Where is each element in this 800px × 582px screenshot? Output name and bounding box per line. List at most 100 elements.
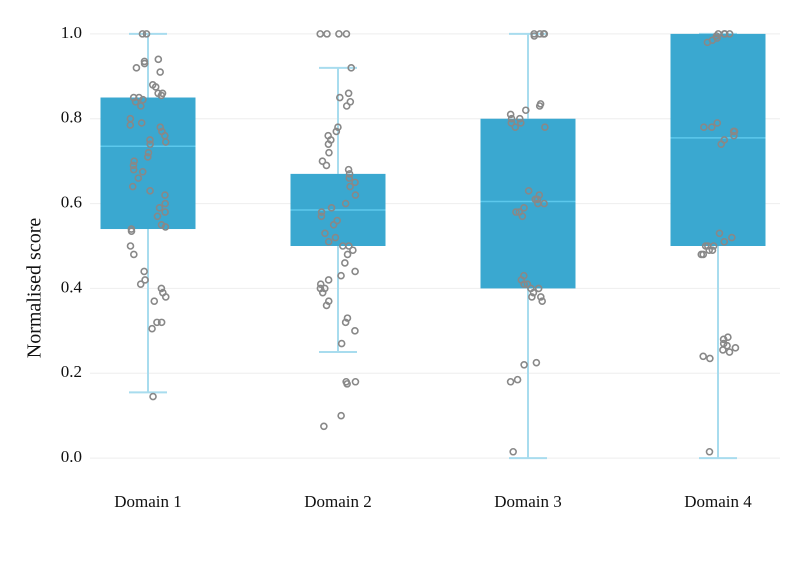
data-point (138, 167, 147, 176)
x-tick-label: Domain 1 (114, 492, 182, 511)
data-point (343, 314, 352, 322)
data-point (345, 174, 354, 182)
data-point (538, 297, 546, 305)
data-point (528, 293, 536, 301)
data-point (518, 212, 527, 221)
data-point (137, 102, 145, 110)
data-point (154, 55, 163, 64)
data-point (130, 157, 138, 165)
data-point (342, 377, 350, 386)
data-point (149, 392, 157, 401)
data-point (129, 165, 138, 174)
data-point (524, 187, 533, 195)
data-point (700, 123, 708, 132)
data-point (521, 106, 530, 115)
data-point (506, 110, 515, 119)
data-point (130, 250, 138, 259)
data-point (136, 280, 145, 288)
data-point (717, 140, 726, 148)
data-point (728, 233, 736, 242)
data-point (324, 140, 333, 148)
data-point (351, 178, 359, 187)
data-point (520, 360, 528, 369)
data-point (713, 119, 722, 127)
data-point (520, 204, 528, 212)
data-point (322, 161, 331, 170)
y-tick-label: 0.4 (61, 277, 83, 296)
data-point (709, 242, 718, 250)
y-tick-label: 0.0 (61, 447, 82, 466)
data-point (342, 102, 351, 110)
data-point (512, 208, 520, 216)
y-tick-label: 1.0 (61, 23, 82, 42)
data-point (321, 229, 329, 238)
data-point (345, 170, 354, 178)
data-point (144, 153, 152, 161)
data-point (706, 354, 714, 363)
data-point (140, 267, 148, 276)
data-point (337, 411, 345, 420)
y-tick-label: 0.8 (61, 108, 82, 127)
data-point (156, 68, 164, 76)
data-point (336, 93, 344, 102)
data-point (725, 348, 734, 356)
data-point (325, 148, 333, 157)
data-point (316, 30, 325, 38)
data-point (507, 114, 516, 123)
data-point (509, 447, 517, 456)
data-point (535, 191, 544, 199)
x-tick-label: Domain 4 (684, 492, 752, 511)
data-point (337, 339, 346, 348)
data-point (142, 30, 151, 38)
data-point (341, 259, 349, 267)
data-point (341, 318, 350, 327)
data-point (131, 97, 140, 106)
data-point (146, 187, 154, 195)
box (100, 97, 196, 230)
data-point (161, 208, 169, 216)
data-point (151, 83, 160, 91)
data-point (515, 114, 524, 123)
data-point (697, 250, 706, 259)
data-point (729, 127, 738, 136)
data-point (134, 174, 143, 182)
data-point (703, 38, 712, 47)
data-point (730, 131, 738, 140)
data-point (535, 102, 544, 110)
data-point (139, 95, 147, 104)
data-point (150, 297, 159, 305)
data-point (148, 324, 156, 333)
data-point (335, 30, 343, 38)
box (480, 118, 576, 289)
data-point (157, 91, 166, 100)
data-point (317, 208, 326, 216)
data-point (146, 136, 154, 144)
data-point (351, 377, 360, 386)
data-point (513, 375, 522, 384)
data-point (720, 237, 729, 246)
data-point (138, 30, 147, 38)
box (670, 33, 766, 247)
data-point (346, 182, 354, 191)
data-point (516, 119, 525, 127)
data-point (316, 280, 325, 288)
data-point (351, 191, 360, 199)
data-point (334, 123, 342, 132)
data-point (541, 123, 549, 132)
data-point (157, 284, 166, 293)
data-point (533, 195, 542, 204)
data-point (351, 327, 359, 335)
data-point (351, 267, 359, 276)
data-point (132, 64, 141, 72)
data-point (507, 119, 516, 127)
data-point (126, 121, 135, 129)
data-point (161, 191, 169, 199)
data-point (146, 140, 154, 148)
data-point (343, 250, 352, 259)
data-point (344, 89, 353, 98)
data-point (719, 335, 728, 344)
x-tick-label: Domain 3 (494, 492, 562, 511)
data-point (329, 220, 338, 229)
data-point (705, 246, 713, 255)
data-point (532, 358, 541, 367)
